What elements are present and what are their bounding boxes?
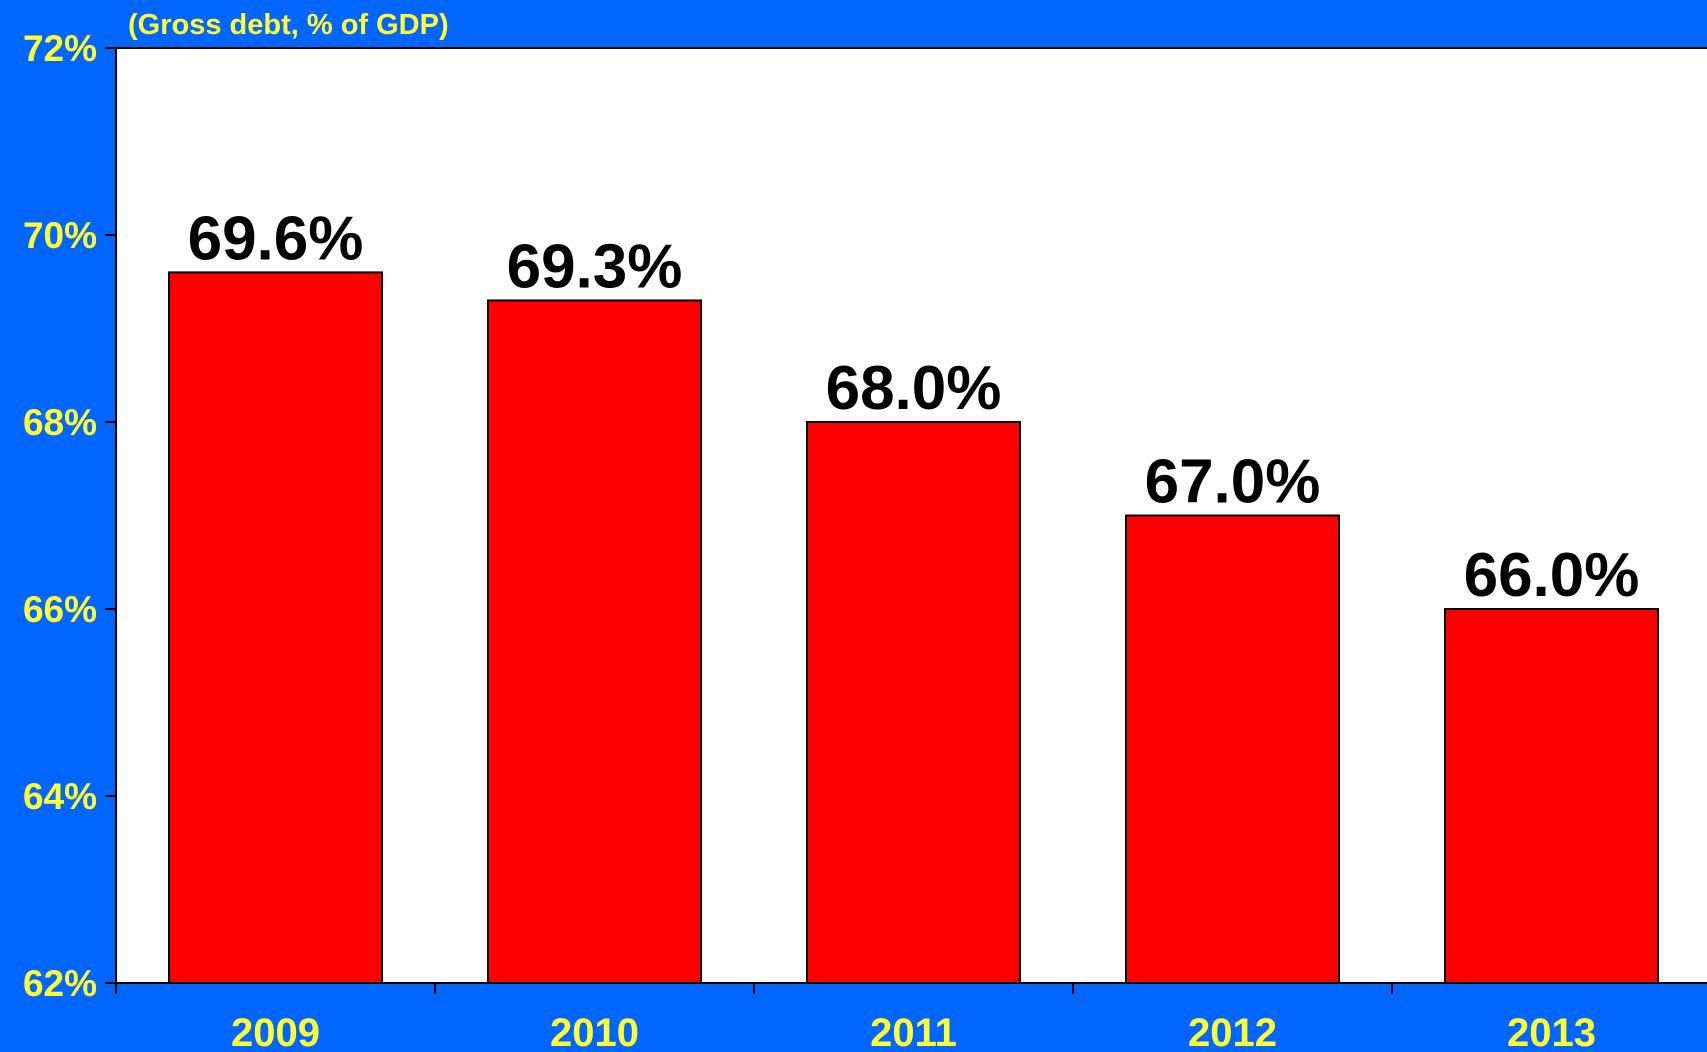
bar bbox=[168, 271, 383, 984]
y-tick-label: 70% bbox=[23, 215, 97, 256]
data-label: 66.0% bbox=[1464, 541, 1640, 610]
x-tick-label: 2013 bbox=[1507, 1011, 1596, 1052]
data-label: 69.3% bbox=[507, 232, 683, 301]
y-tick-label: 72% bbox=[23, 28, 97, 69]
y-tick-label: 62% bbox=[23, 963, 97, 1004]
x-tick-label: 2009 bbox=[231, 1011, 320, 1052]
x-ticks-group: 2009 2010 2011 2012 2013 bbox=[115, 983, 1596, 1052]
bar bbox=[487, 299, 702, 984]
x-tick-label: 2010 bbox=[550, 1011, 639, 1052]
y-tick-label: 64% bbox=[23, 776, 97, 817]
bar bbox=[1444, 608, 1659, 984]
x-tick-label: 2011 bbox=[870, 1011, 957, 1052]
bar bbox=[806, 421, 1021, 984]
chart-subtitle: (Gross debt, % of GDP) bbox=[128, 9, 449, 41]
data-label: 69.6% bbox=[188, 204, 364, 273]
axes-group bbox=[115, 48, 1707, 984]
data-labels-group: 69.6% 69.3% 68.0% 67.0% 66.0% bbox=[188, 204, 1640, 610]
data-label: 67.0% bbox=[1145, 448, 1321, 517]
y-tick-label: 68% bbox=[23, 402, 97, 443]
bars-group bbox=[168, 271, 1659, 984]
data-label: 68.0% bbox=[826, 354, 1002, 423]
y-ticks-group: 62% 64% 66% 68% 70% 72% bbox=[23, 28, 116, 1004]
x-tick-label: 2012 bbox=[1188, 1011, 1277, 1052]
y-tick-label: 66% bbox=[23, 589, 97, 630]
bar bbox=[1125, 514, 1340, 984]
